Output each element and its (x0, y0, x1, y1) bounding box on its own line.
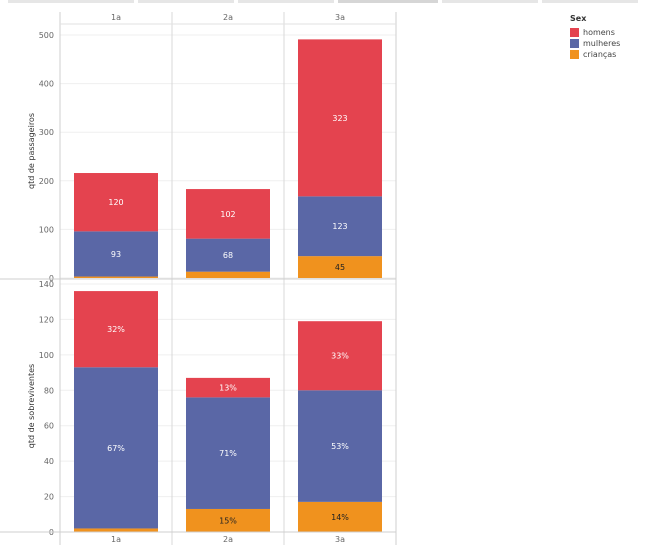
bar-segment-mulheres[interactable] (186, 238, 270, 272)
y-tick-label: 400 (39, 80, 54, 89)
data-label: 13% (219, 384, 237, 393)
bar-segment-homens[interactable] (186, 189, 270, 239)
bar-segment-mulheres[interactable] (298, 390, 382, 502)
y-tick-label: 100 (39, 225, 54, 234)
data-label: 323 (332, 114, 347, 123)
data-label: 67% (107, 444, 125, 453)
y-tick-label: 100 (39, 351, 54, 360)
bar-segment-mulheres[interactable] (74, 367, 158, 529)
column-header: 3a (335, 13, 345, 22)
toolbar-segment (8, 0, 134, 3)
y-tick-label: 40 (44, 457, 54, 466)
y-tick-label: 140 (39, 280, 54, 289)
x-tick-label: 2a (223, 535, 233, 544)
data-label: 120 (108, 198, 123, 207)
y-tick-label: 60 (44, 422, 54, 431)
legend-label: homens (583, 28, 615, 37)
data-label: 33% (331, 352, 349, 361)
bar-segment-mulheres[interactable] (74, 231, 158, 277)
y-axis-title: qtd de passageiros (27, 113, 36, 189)
bar-segment-homens[interactable] (74, 291, 158, 368)
legend-swatch (570, 39, 579, 48)
toolbar-segment (138, 0, 234, 3)
bar-segment-homens[interactable] (186, 377, 270, 398)
y-tick-label: 20 (44, 493, 54, 502)
legend-label: crianças (583, 50, 617, 59)
bar-segment-crianças[interactable] (186, 271, 270, 278)
bar-segment-mulheres[interactable] (186, 397, 270, 509)
y-axis-title: qtd de sobreviventes (27, 364, 36, 448)
y-tick-label: 120 (39, 315, 54, 324)
data-label: 45 (335, 263, 345, 272)
data-label: 71% (219, 449, 237, 458)
data-label: 102 (220, 210, 235, 219)
legend-item-criancas[interactable]: crianças (570, 49, 620, 60)
bar-segment-homens[interactable] (298, 39, 382, 197)
bar-segment-crianças[interactable] (298, 256, 382, 278)
bar-segment-mulheres[interactable] (298, 196, 382, 257)
legend-swatch (570, 28, 579, 37)
legend-swatch (570, 50, 579, 59)
bar-segment-crianças[interactable] (74, 276, 158, 278)
legend: Sex homens mulheres crianças (570, 14, 620, 60)
data-label: 15% (219, 516, 237, 525)
y-tick-label: 300 (39, 128, 54, 137)
bar-segment-homens[interactable] (74, 173, 158, 232)
toolbar-segment (338, 0, 438, 3)
toolbar-segment (238, 0, 334, 3)
toolbar-segment (442, 0, 538, 3)
top-toolbar-strip (0, 0, 646, 4)
bar-segment-homens[interactable] (298, 321, 382, 391)
y-tick-label: 80 (44, 386, 54, 395)
bar-segment-crianças[interactable] (298, 501, 382, 532)
x-tick-label: 3a (335, 535, 345, 544)
legend-item-homens[interactable]: homens (570, 27, 620, 38)
column-header: 1a (111, 13, 121, 22)
data-label: 123 (332, 222, 347, 231)
column-header: 2a (223, 13, 233, 22)
data-label: 53% (331, 442, 349, 451)
data-label: 93 (111, 250, 121, 259)
toolbar-segment (542, 0, 638, 3)
data-label: 68 (223, 251, 233, 260)
bar-segment-crianças[interactable] (186, 508, 270, 532)
data-label: 32% (107, 325, 125, 334)
legend-item-mulheres[interactable]: mulheres (570, 38, 620, 49)
data-label: 14% (331, 513, 349, 522)
x-tick-label: 1a (111, 535, 121, 544)
y-tick-label: 500 (39, 31, 54, 40)
legend-label: mulheres (583, 39, 621, 48)
bar-segment-crianças[interactable] (74, 528, 158, 532)
legend-title: Sex (570, 14, 587, 23)
y-tick-label: 200 (39, 177, 54, 186)
